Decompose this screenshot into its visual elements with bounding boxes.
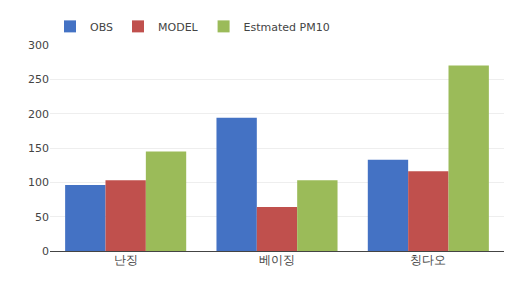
svg-text:300: 300 (28, 39, 49, 52)
svg-text:베이징: 베이징 (259, 253, 295, 267)
svg-text:Estmated PM10: Estmated PM10 (244, 21, 330, 34)
svg-text:MODEL: MODEL (158, 21, 199, 34)
svg-text:OBS: OBS (90, 21, 113, 34)
svg-text:100: 100 (28, 176, 49, 189)
svg-text:0: 0 (42, 245, 49, 258)
svg-text:150: 150 (28, 142, 49, 155)
svg-text:50: 50 (35, 211, 49, 224)
svg-text:250: 250 (28, 73, 49, 86)
svg-text:칭다오: 칭다오 (410, 253, 446, 267)
svg-text:난징: 난징 (114, 253, 138, 267)
svg-text:200: 200 (28, 108, 49, 121)
